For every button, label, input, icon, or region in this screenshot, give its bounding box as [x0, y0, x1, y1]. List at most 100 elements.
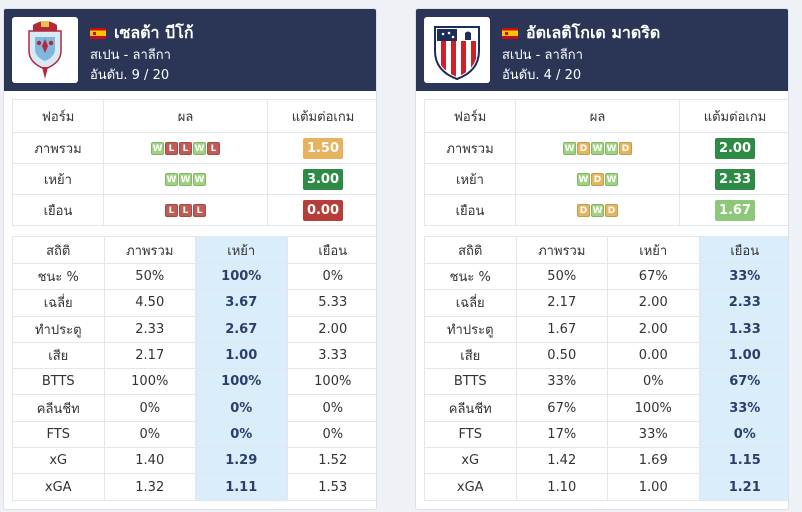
form-table: ฟอร์ม ผล แต้มต่อเกม ภาพรวม W D W W D 2.00 เหย้า…: [424, 99, 788, 226]
stat-value: 1.69: [607, 447, 700, 475]
stat-value: 2.33: [698, 289, 788, 317]
stats-row: ทำประตู 1.67 2.00 1.33: [424, 315, 788, 343]
form-header: ฟอร์ม: [424, 99, 516, 133]
stat-value: 33%: [698, 394, 788, 422]
stat-label: ชนะ %: [424, 262, 517, 291]
stat-value: 1.40: [103, 447, 196, 475]
stats-row: เสีย 2.17 1.00 3.33: [12, 341, 376, 370]
stat-value: 0%: [286, 394, 376, 422]
stat-label: เสีย: [424, 341, 517, 370]
league-label: สเปน - ลาลีกา: [90, 48, 171, 63]
stat-label: xG: [424, 447, 517, 475]
stat-value: 1.15: [698, 447, 788, 475]
stat-value: 0%: [698, 420, 788, 449]
stats-row: ชนะ % 50% 100% 0%: [12, 262, 376, 291]
result-chip: W: [151, 141, 164, 155]
ppg-cell: 3.00: [267, 163, 376, 195]
stat-label: ชนะ %: [12, 262, 105, 291]
result-chip: D: [591, 172, 604, 186]
stat-value: 0%: [286, 262, 376, 291]
stat-label: FTS: [424, 420, 517, 449]
team-name-text: อัตเลติโกเด มาดริด: [526, 23, 661, 42]
form-row: ภาพรวม W L L W L 1.50: [12, 132, 376, 164]
stats-header: สถิติ: [424, 236, 517, 264]
result-header: ผล: [103, 99, 268, 133]
stat-value: 33%: [607, 420, 700, 449]
stat-value: 1.33: [698, 315, 788, 343]
stat-label: xG: [12, 447, 105, 475]
stat-value: 100%: [195, 368, 288, 396]
form-table: ฟอร์ม ผล แต้มต่อเกม ภาพรวม W L L W L 1.50 เหย้า…: [12, 99, 376, 226]
stat-value: 100%: [607, 394, 700, 422]
result-chip: L: [193, 203, 206, 217]
ppg-header: แต้มต่อเกม: [267, 99, 376, 133]
team-name-text: เซลต้า บีโก้: [114, 23, 194, 42]
stats-row: xG 1.42 1.69 1.15: [424, 447, 788, 475]
result-chip: L: [165, 203, 178, 217]
stats-row: คลีนชีท 0% 0% 0%: [12, 394, 376, 422]
stats-row: คลีนชีท 67% 100% 33%: [424, 394, 788, 422]
ppg-badge: 3.00: [303, 168, 343, 190]
stat-value: 3.33: [286, 341, 376, 370]
stat-value: 1.53: [286, 473, 376, 501]
stats-row: ชนะ % 50% 67% 33%: [424, 262, 788, 291]
spain-flag-icon: [90, 28, 106, 39]
team-card-right: อัตเลติโกเด มาดริด สเปน - ลาลีกา อันดับ.…: [415, 8, 789, 510]
form-row: เหย้า W W W 3.00: [12, 163, 376, 195]
stat-value: 67%: [698, 368, 788, 396]
league-label: สเปน - ลาลีกา: [502, 48, 583, 63]
stats-table: สถิติ ภาพรวม เหย้า เยือน ชนะ % 50% 100% 0% เ…: [12, 236, 376, 501]
result-chip: W: [577, 172, 590, 186]
result-header: ผล: [515, 99, 680, 133]
stats-header: สถิติ: [12, 236, 105, 264]
form-row-label: เยือน: [12, 194, 104, 226]
stat-value: 1.00: [698, 341, 788, 370]
stat-label: เฉลี่ย: [12, 289, 105, 317]
stat-value: 0%: [195, 394, 288, 422]
stat-value: 2.33: [103, 315, 196, 343]
stat-value: 3.67: [195, 289, 288, 317]
stats-row: BTTS 33% 0% 67%: [424, 368, 788, 396]
stats-row: BTTS 100% 100% 100%: [12, 368, 376, 396]
result-chip: L: [179, 203, 192, 217]
stat-value: 1.10: [515, 473, 608, 501]
result-chip: W: [193, 141, 206, 155]
result-chip: D: [619, 141, 632, 155]
spain-flag-icon: [502, 28, 518, 39]
stats-row: xG 1.40 1.29 1.52: [12, 447, 376, 475]
form-row-label: เหย้า: [12, 163, 104, 195]
stat-value: 0%: [195, 420, 288, 449]
stat-value: 33%: [515, 368, 608, 396]
ppg-badge: 0.00: [303, 199, 343, 221]
ppg-badge: 2.00: [715, 137, 755, 159]
stat-value: 0%: [103, 394, 196, 422]
stat-label: FTS: [12, 420, 105, 449]
stat-value: 0%: [286, 420, 376, 449]
rank-label: อันดับ. 4 / 20: [502, 68, 582, 83]
stat-label: คลีนชีท: [12, 394, 105, 422]
team-header: เซลต้า บีโก้ สเปน - ลาลีกา อันดับ. 9 / 2…: [4, 9, 376, 91]
result-chip: W: [563, 141, 576, 155]
stat-label: xGA: [424, 473, 517, 501]
result-chip: W: [179, 172, 192, 186]
ppg-header: แต้มต่อเกม: [679, 99, 788, 133]
stats-row: FTS 17% 33% 0%: [424, 420, 788, 449]
result-chip: W: [165, 172, 178, 186]
result-chip: W: [605, 141, 618, 155]
stat-label: BTTS: [424, 368, 517, 396]
stat-label: ทำประตู: [12, 315, 105, 343]
form-row: เยือน L L L 0.00: [12, 194, 376, 226]
stat-label: BTTS: [12, 368, 105, 396]
stat-value: 1.52: [286, 447, 376, 475]
ppg-cell: 0.00: [267, 194, 376, 226]
ppg-cell: 1.50: [267, 132, 376, 164]
stat-value: 0%: [103, 420, 196, 449]
atletico-madrid-crest-icon: [424, 17, 490, 83]
